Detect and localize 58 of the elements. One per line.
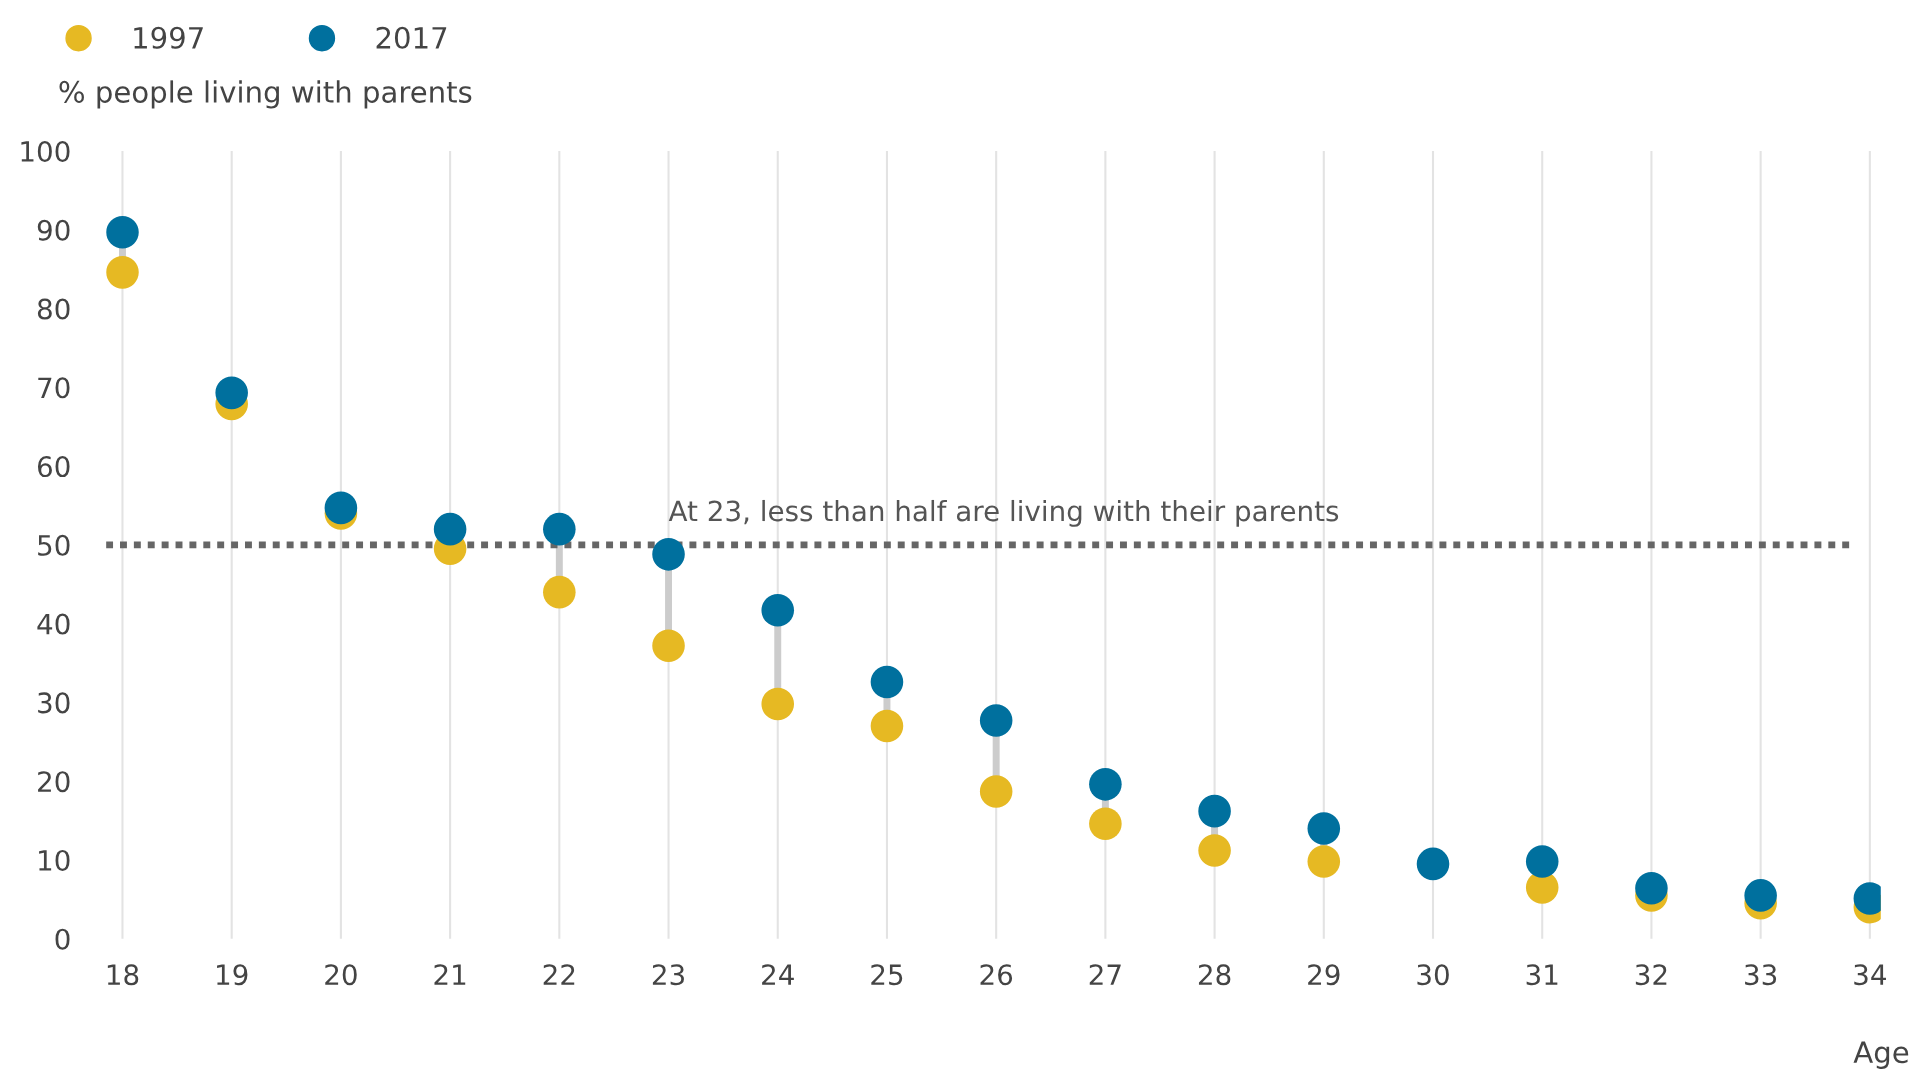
point xyxy=(215,376,248,410)
point xyxy=(324,491,358,525)
x-tick-label: 34 xyxy=(1854,964,1886,986)
legend-label: 2017 xyxy=(376,26,447,49)
y-tick-label: 20 xyxy=(38,771,70,793)
point xyxy=(1525,845,1559,878)
point xyxy=(979,775,1013,808)
y-tick-label: 100 xyxy=(21,141,70,163)
x-tick-label: 28 xyxy=(1198,964,1231,986)
point xyxy=(1198,834,1231,867)
x-tick-label: 29 xyxy=(1308,964,1340,986)
x-tick-label: 32 xyxy=(1635,964,1667,986)
y-tick-label: 70 xyxy=(38,377,70,399)
y-tick-label: 40 xyxy=(37,613,70,635)
legend-label: 1997 xyxy=(134,26,203,49)
ref-line-label: At 23, less than half are living with their parents xyxy=(668,499,1339,527)
point xyxy=(1307,812,1341,845)
y-axis-title: % people living with parents xyxy=(59,80,472,109)
point xyxy=(543,512,576,546)
point xyxy=(1307,845,1341,878)
x-tick-label: 25 xyxy=(871,964,903,986)
point xyxy=(870,709,904,743)
x-axis-title: Age xyxy=(1853,1041,1909,1069)
x-tick-label: 22 xyxy=(543,964,575,985)
x-tick-label: 27 xyxy=(1089,964,1121,985)
x-tick-label: 30 xyxy=(1417,964,1449,986)
y-tick-label: 60 xyxy=(37,456,70,478)
point xyxy=(1635,872,1668,905)
point xyxy=(761,593,795,627)
y-tick-label: 30 xyxy=(38,692,70,714)
y-tick-label: 80 xyxy=(37,298,70,320)
point xyxy=(1744,879,1777,912)
point xyxy=(1089,768,1122,801)
point xyxy=(106,215,139,249)
point xyxy=(761,687,795,721)
point xyxy=(106,256,139,289)
point xyxy=(543,575,576,609)
x-tick-label: 23 xyxy=(652,964,684,986)
y-tick-label: 90 xyxy=(37,219,70,241)
point xyxy=(1416,847,1450,881)
point xyxy=(433,512,467,546)
point xyxy=(652,629,685,662)
point xyxy=(870,665,904,699)
x-tick-label: 21 xyxy=(434,964,466,985)
point xyxy=(979,704,1013,737)
y-tick-label: 10 xyxy=(39,849,70,871)
x-tick-label: 26 xyxy=(980,964,1013,986)
point xyxy=(652,538,685,571)
point xyxy=(1089,807,1122,841)
x-tick-label: 24 xyxy=(762,964,794,985)
point xyxy=(1198,794,1231,828)
x-tick-label: 18 xyxy=(107,964,139,986)
x-tick-label: 19 xyxy=(217,964,248,986)
x-tick-label: 31 xyxy=(1526,964,1558,986)
y-tick-label: 50 xyxy=(38,534,70,556)
x-tick-label: 20 xyxy=(325,964,357,986)
y-tick-label: 0 xyxy=(55,928,70,950)
x-tick-label: 33 xyxy=(1745,964,1777,986)
